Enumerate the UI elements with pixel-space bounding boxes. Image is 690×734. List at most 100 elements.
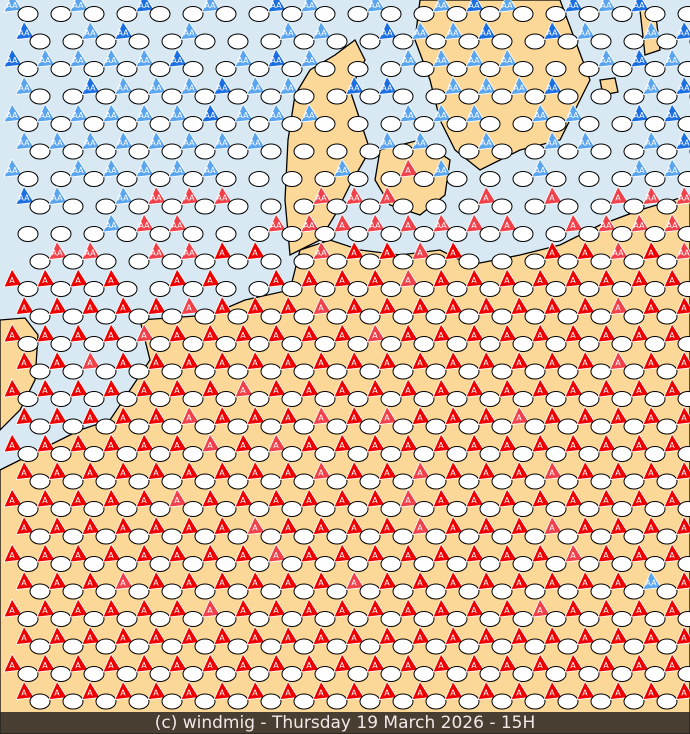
wind-ellipse [557,583,579,600]
wind-ellipse [644,336,666,352]
wind-marker: A [3,653,39,682]
wind-ellipse [29,143,51,160]
wind-marker: A [432,543,468,572]
wind-flag-label: A [615,689,621,698]
wind-marker: A [675,570,690,594]
wind-flag [114,625,134,645]
wind-ellipse [227,198,249,215]
wind-flag [399,488,419,508]
wind-marker: A [663,598,690,627]
wind-flag [180,680,200,700]
wind-flag-label: A [141,386,147,395]
wind-flag-label: A [153,689,159,698]
wind-marker: A [48,295,84,325]
wind-marker: A [465,488,501,517]
wind-flag [510,680,530,700]
wind-marker: A [300,653,336,682]
wind-flag [609,680,629,700]
wind-marker [545,6,567,22]
wind-flag [180,515,200,535]
wind-flag [81,405,101,425]
wind-marker: A [312,295,348,325]
wind-marker: A [531,433,567,462]
wind-flag-label: A [120,579,126,588]
wind-flag-label: A [174,661,180,670]
wind-flag-label: A [471,386,477,395]
wind-flag [411,460,431,480]
wind-flag [279,680,299,700]
wind-marker: A [48,570,84,600]
wind-flag-label: A [483,194,489,203]
wind-flag [543,350,563,370]
wind-flag [465,488,485,508]
wind-flag [543,295,563,315]
wind-flag-label: AA [138,111,150,120]
wind-flag [3,653,23,673]
wind-marker: AA [3,158,39,187]
wind-ellipse [248,61,270,77]
wind-flag [663,378,683,398]
wind-marker: A [168,323,204,352]
wind-flag [576,680,596,700]
wind-marker: A [399,488,435,517]
wind-ellipse [359,143,381,160]
wind-flag [135,103,155,123]
wind-flag [378,75,398,95]
wind-ellipse [557,88,579,105]
wind-ellipse [524,418,546,435]
wind-ellipse [458,473,480,490]
wind-flag-label: AA [633,221,645,230]
wind-flag-label: AA [72,111,84,120]
wind-flag-label: A [318,634,324,643]
wind-flag [432,653,452,673]
wind-flag-label: A [42,441,48,450]
wind-flag-label: A [141,606,147,615]
wind-marker: A [81,680,117,710]
wind-ellipse [149,226,171,242]
wind-flag [477,20,497,40]
wind-marker: AA [411,20,447,50]
wind-marker: AA [168,213,204,242]
wind-marker: A [312,350,348,380]
wind-flag [114,515,134,535]
wind-flag [312,350,332,370]
wind-ellipse [215,226,237,242]
wind-marker: AA [642,130,678,160]
wind-marker: A [675,515,690,539]
wind-flag-label: A [318,469,324,478]
wind-flag-label: A [516,469,522,478]
wind-ellipse [83,446,105,462]
wind-ellipse [392,33,414,50]
wind-flag [477,75,497,95]
wind-marker: A [564,488,600,517]
wind-flag-label: A [471,661,477,670]
wind-flag [378,570,398,590]
wind-ellipse [161,528,183,545]
wind-flag [543,625,563,645]
wind-ellipse [677,501,690,517]
wind-marker: A [378,680,414,710]
wind-ellipse [446,226,468,242]
wind-ellipse [380,281,402,297]
wind-marker: A [267,433,303,462]
wind-flag-label: A [450,634,456,643]
wind-flag [366,323,386,343]
wind-flag [378,295,398,315]
wind-flag [15,350,35,370]
wind-marker: A [3,598,39,627]
wind-flag [81,460,101,480]
wind-marker: A [378,185,414,215]
wind-flag [609,295,629,315]
wind-marker: A [510,460,546,490]
wind-marker: A [399,268,435,297]
wind-flag-label: A [405,551,411,560]
wind-flag-label: A [516,689,522,698]
wind-marker: A [135,598,171,627]
wind-ellipse [326,143,348,160]
wind-flag [576,130,596,150]
wind-flag [399,653,419,673]
wind-ellipse [623,198,645,215]
wind-flag-label: AA [51,194,63,203]
wind-ellipse [578,666,600,682]
wind-ellipse [677,336,690,352]
